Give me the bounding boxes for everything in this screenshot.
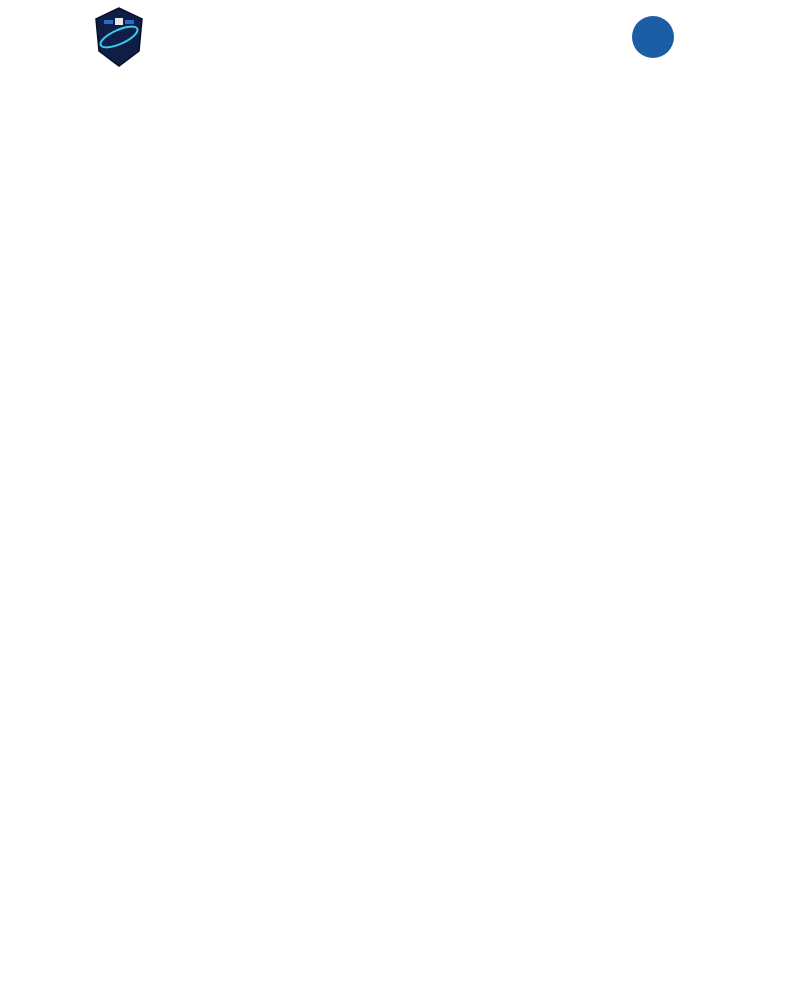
epop-mission-logo [95, 7, 143, 67]
epop-logo-solar-panel-right [125, 20, 134, 24]
epop-logo-satellite-body [115, 18, 123, 25]
esa-logo-disc [632, 16, 674, 58]
esa-logo [632, 16, 674, 58]
epop-logo-solar-panel-left [104, 20, 113, 24]
epop-logo-orbit [99, 25, 139, 49]
